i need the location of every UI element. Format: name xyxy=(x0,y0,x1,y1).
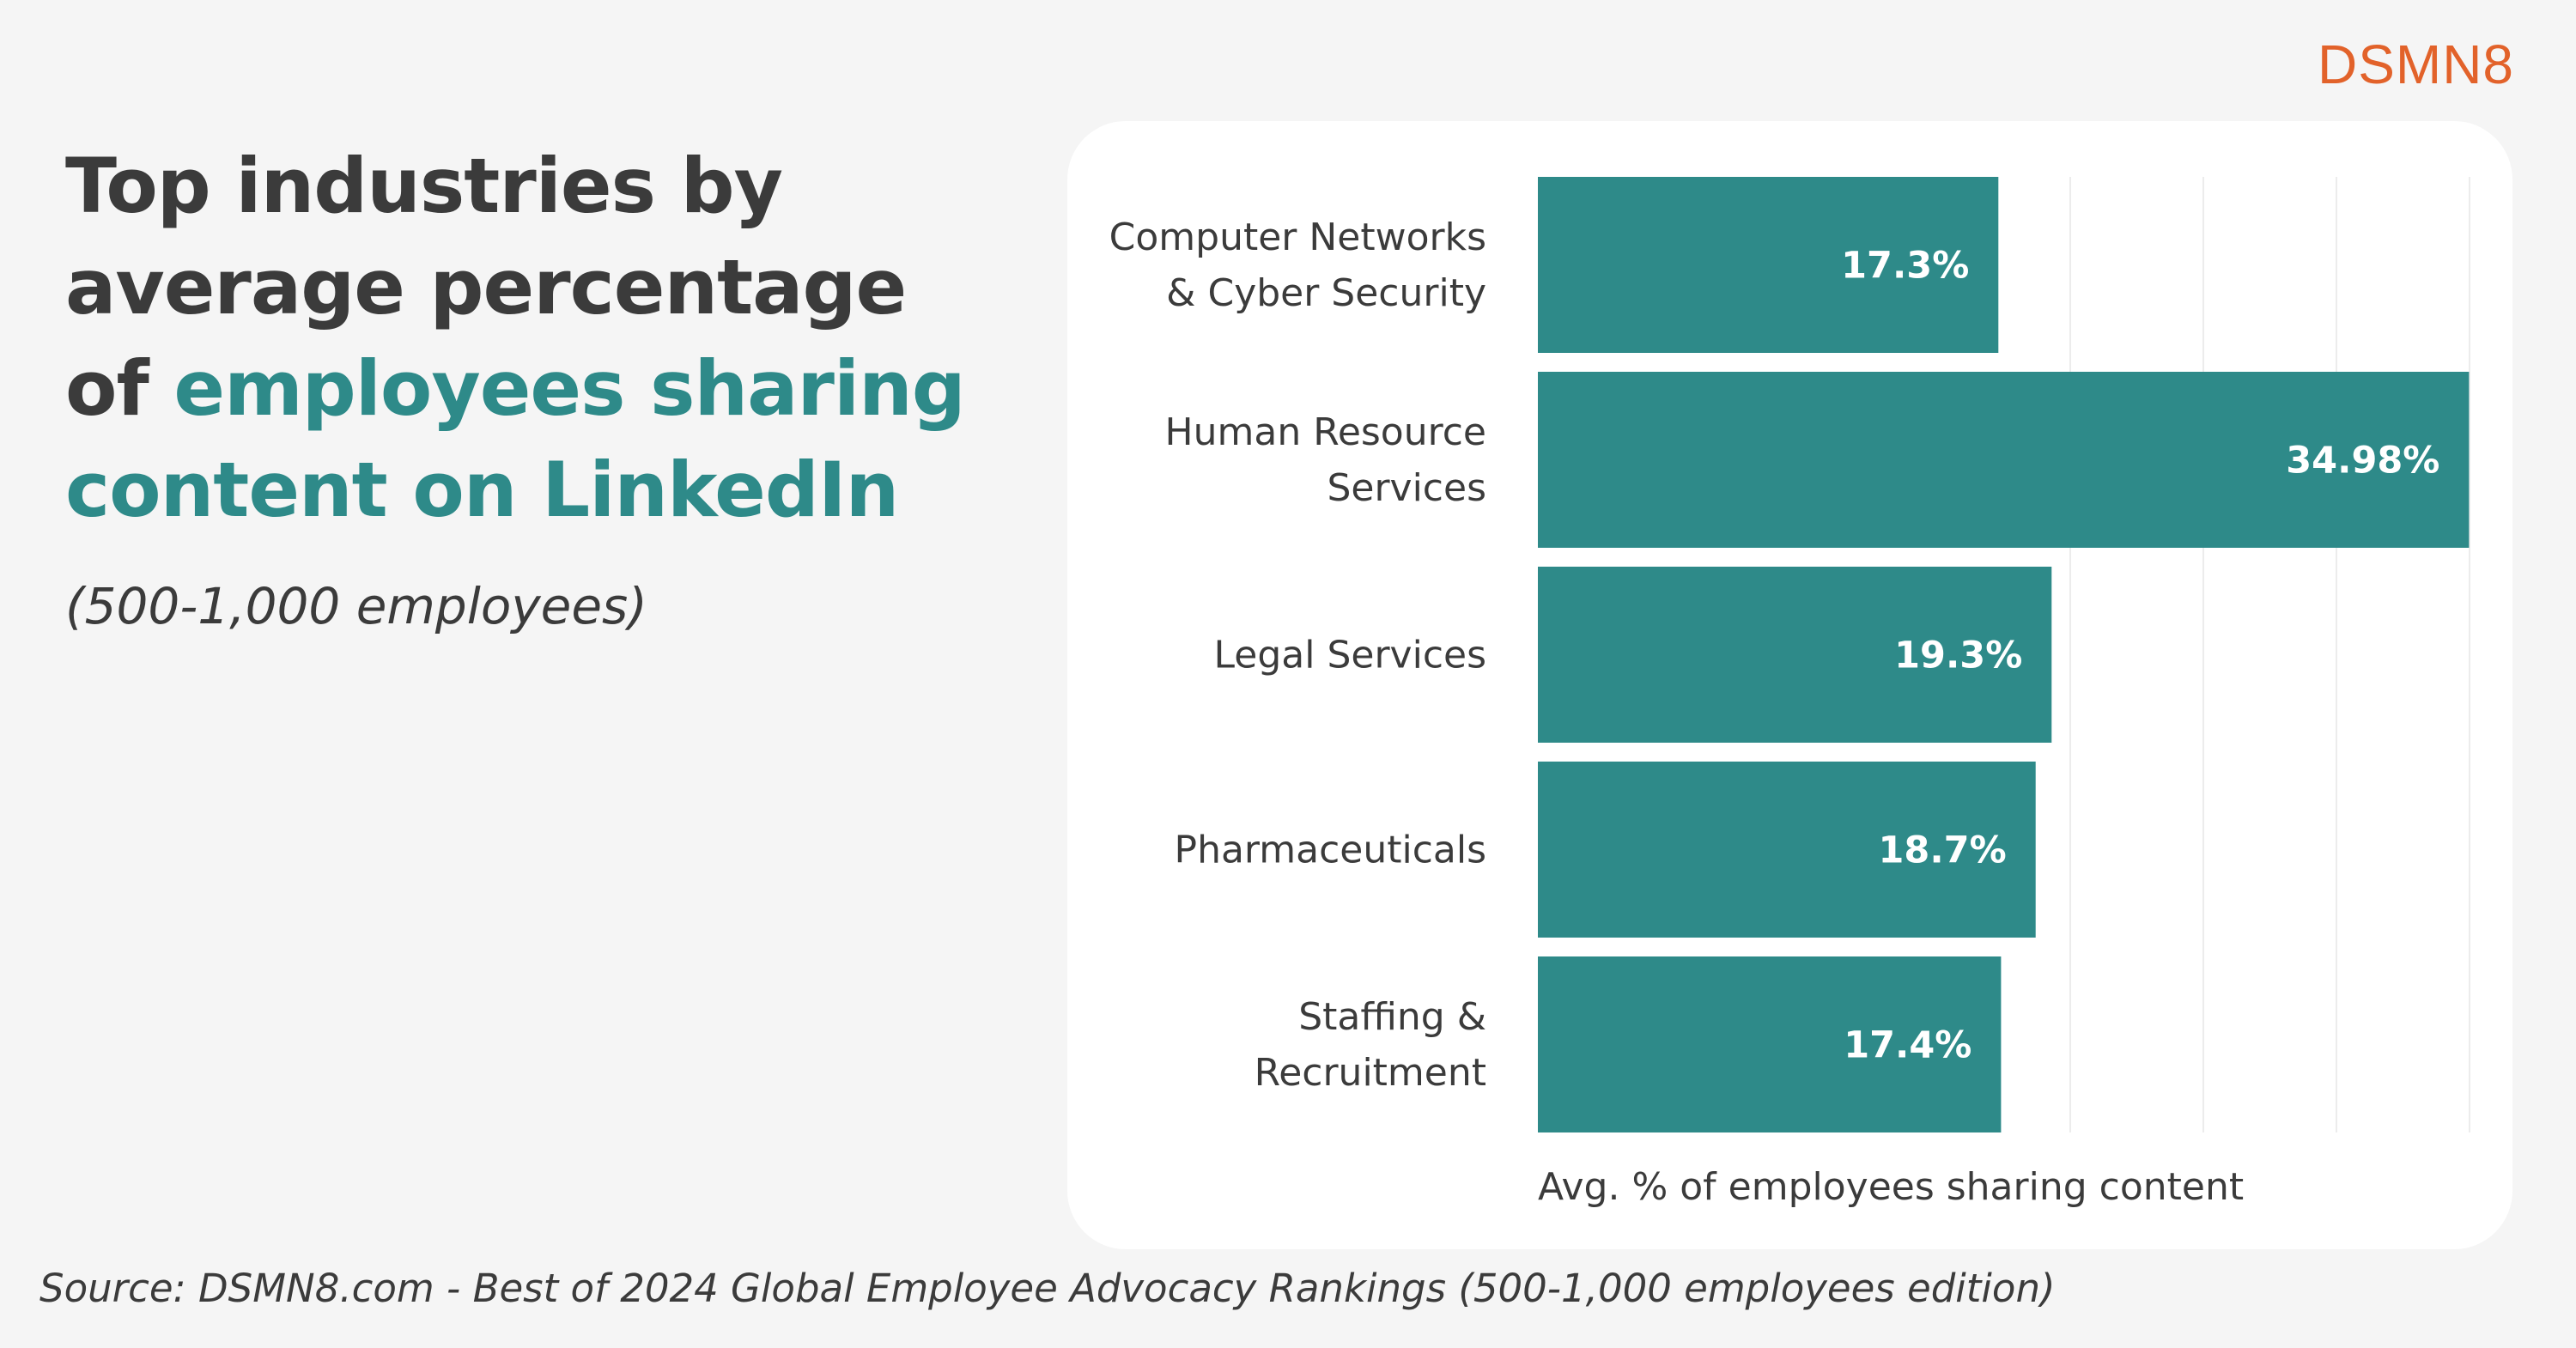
x-axis-label: Avg. % of employees sharing content xyxy=(1538,1165,2244,1209)
bar-1 xyxy=(1538,372,2470,548)
category-label-0-0: Computer Networks xyxy=(1109,216,1486,259)
data-label-1: 34.98% xyxy=(2286,440,2439,483)
data-label-4: 17.4% xyxy=(1844,1024,1971,1067)
data-label-3: 18.7% xyxy=(1879,829,2007,872)
bar-3 xyxy=(1538,762,2036,938)
title-line-3-highlight: employees sharing xyxy=(173,344,965,433)
bar-4 xyxy=(1538,956,2002,1132)
page-title: Top industries by average percentage of … xyxy=(65,136,1044,541)
category-label-1-0: Human Resource xyxy=(1165,410,1486,454)
category-label-3-0: Pharmaceuticals xyxy=(1175,829,1486,872)
title-line-3-prefix: of xyxy=(65,344,174,433)
data-label-0: 17.3% xyxy=(1841,245,1969,288)
category-label-2-0: Legal Services xyxy=(1214,634,1486,677)
title-line-4-highlight: content on LinkedIn xyxy=(65,446,899,534)
category-label-1-1: Services xyxy=(1327,466,1486,510)
page-subtitle: (500-1,000 employees) xyxy=(65,577,647,635)
bar-0 xyxy=(1538,177,1999,353)
bar-chart: 17.3% Computer Networks & Cyber Security 34… xyxy=(1109,177,2470,1209)
source-note: Source: DSMN8.com - Best of 2024 Global … xyxy=(39,1266,2056,1311)
title-line-2: average percentage xyxy=(65,243,907,331)
category-label-4-0: Staffing & xyxy=(1298,995,1486,1039)
dsmn8-logo: DSMN8 xyxy=(2317,33,2514,95)
category-label-0-1: & Cyber Security xyxy=(1166,271,1486,315)
bar-2 xyxy=(1538,567,2052,743)
title-line-1: Top industries by xyxy=(65,142,783,230)
data-label-2: 19.3% xyxy=(1894,635,2022,677)
chart-card: 17.3% Computer Networks & Cyber Security 34… xyxy=(1067,121,2512,1249)
category-label-4-1: Recruitment xyxy=(1255,1051,1486,1095)
